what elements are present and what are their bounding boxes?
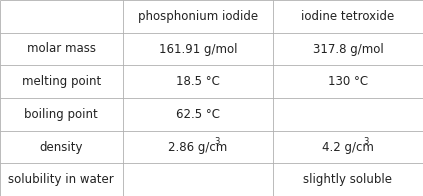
Text: 18.5 °C: 18.5 °C xyxy=(176,75,220,88)
Text: density: density xyxy=(40,141,83,153)
Text: 4.2 g/cm: 4.2 g/cm xyxy=(322,141,374,153)
Text: slightly soluble: slightly soluble xyxy=(303,173,393,186)
Text: iodine tetroxide: iodine tetroxide xyxy=(301,10,395,23)
Text: melting point: melting point xyxy=(22,75,101,88)
Text: phosphonium iodide: phosphonium iodide xyxy=(138,10,258,23)
Text: 3: 3 xyxy=(214,137,220,146)
Text: molar mass: molar mass xyxy=(27,43,96,55)
Text: 161.91 g/mol: 161.91 g/mol xyxy=(159,43,237,55)
Text: 3: 3 xyxy=(363,137,368,146)
Text: boiling point: boiling point xyxy=(25,108,98,121)
Text: solubility in water: solubility in water xyxy=(8,173,114,186)
Text: 62.5 °C: 62.5 °C xyxy=(176,108,220,121)
Text: 130 °C: 130 °C xyxy=(328,75,368,88)
Text: 2.86 g/cm: 2.86 g/cm xyxy=(168,141,228,153)
Text: 317.8 g/mol: 317.8 g/mol xyxy=(313,43,383,55)
